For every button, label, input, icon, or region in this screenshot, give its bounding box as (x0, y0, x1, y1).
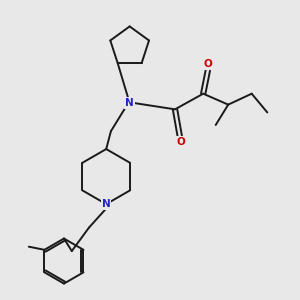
Text: O: O (177, 136, 186, 147)
Text: N: N (102, 199, 111, 209)
Text: O: O (203, 59, 212, 69)
Text: N: N (125, 98, 134, 108)
